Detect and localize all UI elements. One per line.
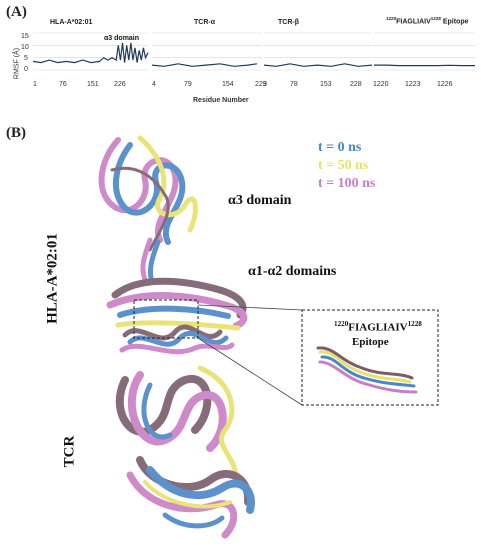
inset-sequence: FIAGLIAIV xyxy=(348,321,408,334)
x-tick: 226 xyxy=(114,81,126,88)
legend-t50: t = 50 ns xyxy=(318,158,369,173)
ribbon-pink xyxy=(98,137,179,243)
alpha3-domain-annotation: α3 domain xyxy=(104,35,140,42)
epitope-end-number: 1228 xyxy=(430,16,441,21)
rmsf-series-line xyxy=(263,63,373,67)
ribbon-yellow xyxy=(137,135,198,233)
rmsf-series-line xyxy=(32,42,149,64)
epitope-highlight-box xyxy=(133,299,199,339)
x-tick: 1220 xyxy=(373,81,389,88)
inset-epitope-title: 1220FIAGLIAIV1228 xyxy=(334,320,422,334)
x-tick: 153 xyxy=(320,81,332,88)
x-tick: 76 xyxy=(59,81,67,88)
tcr-label: TCR xyxy=(61,435,78,468)
x-tick: 1 xyxy=(33,81,37,88)
x-tick: 4 xyxy=(152,81,156,88)
x-tick: 79 xyxy=(184,81,192,88)
epitope-word: Epitope xyxy=(440,18,469,26)
x-tick: 1223 xyxy=(405,81,421,88)
rmsf-series-line xyxy=(374,64,475,67)
plot-title-epitope: 1220FIAGLIAIV1228 Epitope xyxy=(386,16,469,25)
plot-title-tcr-beta: TCR-β xyxy=(278,19,299,26)
x-axis-title: Residue Number xyxy=(193,97,249,104)
legend-t100: t = 100 ns xyxy=(318,176,376,191)
plot-title-tcr-alpha: TCR-α xyxy=(194,19,216,26)
ribbon-dark xyxy=(110,166,170,252)
epitope-sequence: FIAGLIAIV xyxy=(396,18,431,26)
x-tick: 1226 xyxy=(437,81,453,88)
x-tick: 154 xyxy=(222,81,234,88)
inset-epitope-word: Epitope xyxy=(352,336,389,348)
inset-start-number: 1220 xyxy=(334,320,349,328)
x-tick: 151 xyxy=(87,81,99,88)
protein-structure xyxy=(98,135,439,539)
panel-a-label: (A) xyxy=(6,4,27,20)
alpha12-domains-label: α1-α2 domains xyxy=(248,264,337,279)
y-tick-5: 5 xyxy=(24,55,28,62)
y-tick-10: 10 xyxy=(21,44,29,51)
rmsf-plots xyxy=(32,32,475,71)
y-tick-0: 0 xyxy=(24,66,28,73)
y-tick-15: 15 xyxy=(21,33,29,40)
rmsf-series-line xyxy=(151,63,257,67)
x-tick: 78 xyxy=(290,81,298,88)
hla-label: HLA-A*02:01 xyxy=(44,233,61,324)
x-tick: 228 xyxy=(350,81,362,88)
x-tick: 229 xyxy=(255,81,267,88)
x-tick: 3 xyxy=(263,81,267,88)
plot-title-hla: HLA-A*02:01 xyxy=(50,19,93,26)
alpha3-domain-label: α3 domain xyxy=(228,193,292,208)
epitope-start-number: 1220 xyxy=(386,16,397,21)
panel-b-label: (B) xyxy=(6,125,26,141)
inset-end-number: 1228 xyxy=(407,320,422,328)
legend-t0: t = 0 ns xyxy=(318,140,362,155)
